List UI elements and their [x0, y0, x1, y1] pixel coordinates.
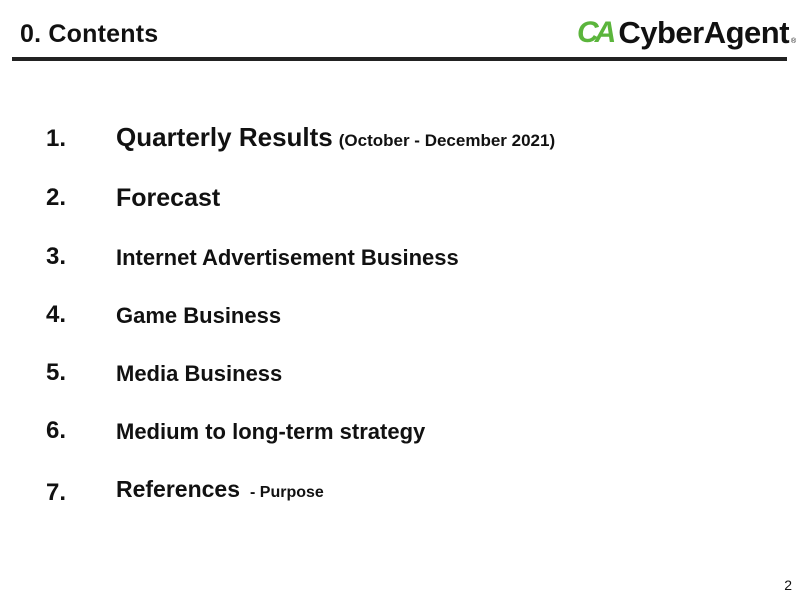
contents-item: 1. Quarterly Results (October - December … — [0, 122, 800, 162]
item-number: 1. — [46, 125, 67, 152]
page-title: 0. Contents — [20, 20, 159, 48]
logo-text: CyberAgent — [618, 15, 790, 50]
ca-logo-icon: CA — [577, 16, 616, 49]
item-number: 7. — [46, 479, 67, 506]
contents-item: 7. References - Purpose — [0, 476, 800, 516]
contents-item: 4. Game Business — [0, 301, 800, 341]
contents-item: 3. Internet Advertisement Business — [0, 243, 800, 283]
item-number: 6. — [46, 417, 67, 444]
item-number: 3. — [46, 243, 67, 270]
cyberagent-logo: CA CyberAgent ® — [577, 14, 796, 52]
item-number: 2. — [46, 184, 67, 211]
item-label: Game Business — [116, 303, 282, 328]
item-number: 5. — [46, 359, 67, 386]
item-label: Forecast — [116, 184, 221, 212]
item-sub: - Purpose — [250, 484, 324, 501]
contents-item: 6. Medium to long-term strategy — [0, 417, 800, 457]
registered-mark-icon: ® — [791, 37, 797, 45]
contents-item: 2. Forecast — [0, 184, 800, 224]
item-number: 4. — [46, 301, 67, 328]
page-number: 2 — [784, 577, 792, 593]
item-label-text: References — [116, 476, 241, 502]
item-label-text: Quarterly Results — [116, 122, 333, 152]
item-label: Medium to long-term strategy — [116, 419, 426, 444]
contents-item: 5. Media Business — [0, 359, 800, 399]
item-sub: (October - December 2021) — [338, 131, 556, 150]
item-label: Internet Advertisement Business — [116, 245, 459, 270]
header-divider — [12, 57, 787, 61]
item-label: References - Purpose — [116, 476, 324, 503]
item-label: Quarterly Results (October - December 202… — [116, 122, 555, 153]
item-label: Media Business — [116, 361, 283, 386]
